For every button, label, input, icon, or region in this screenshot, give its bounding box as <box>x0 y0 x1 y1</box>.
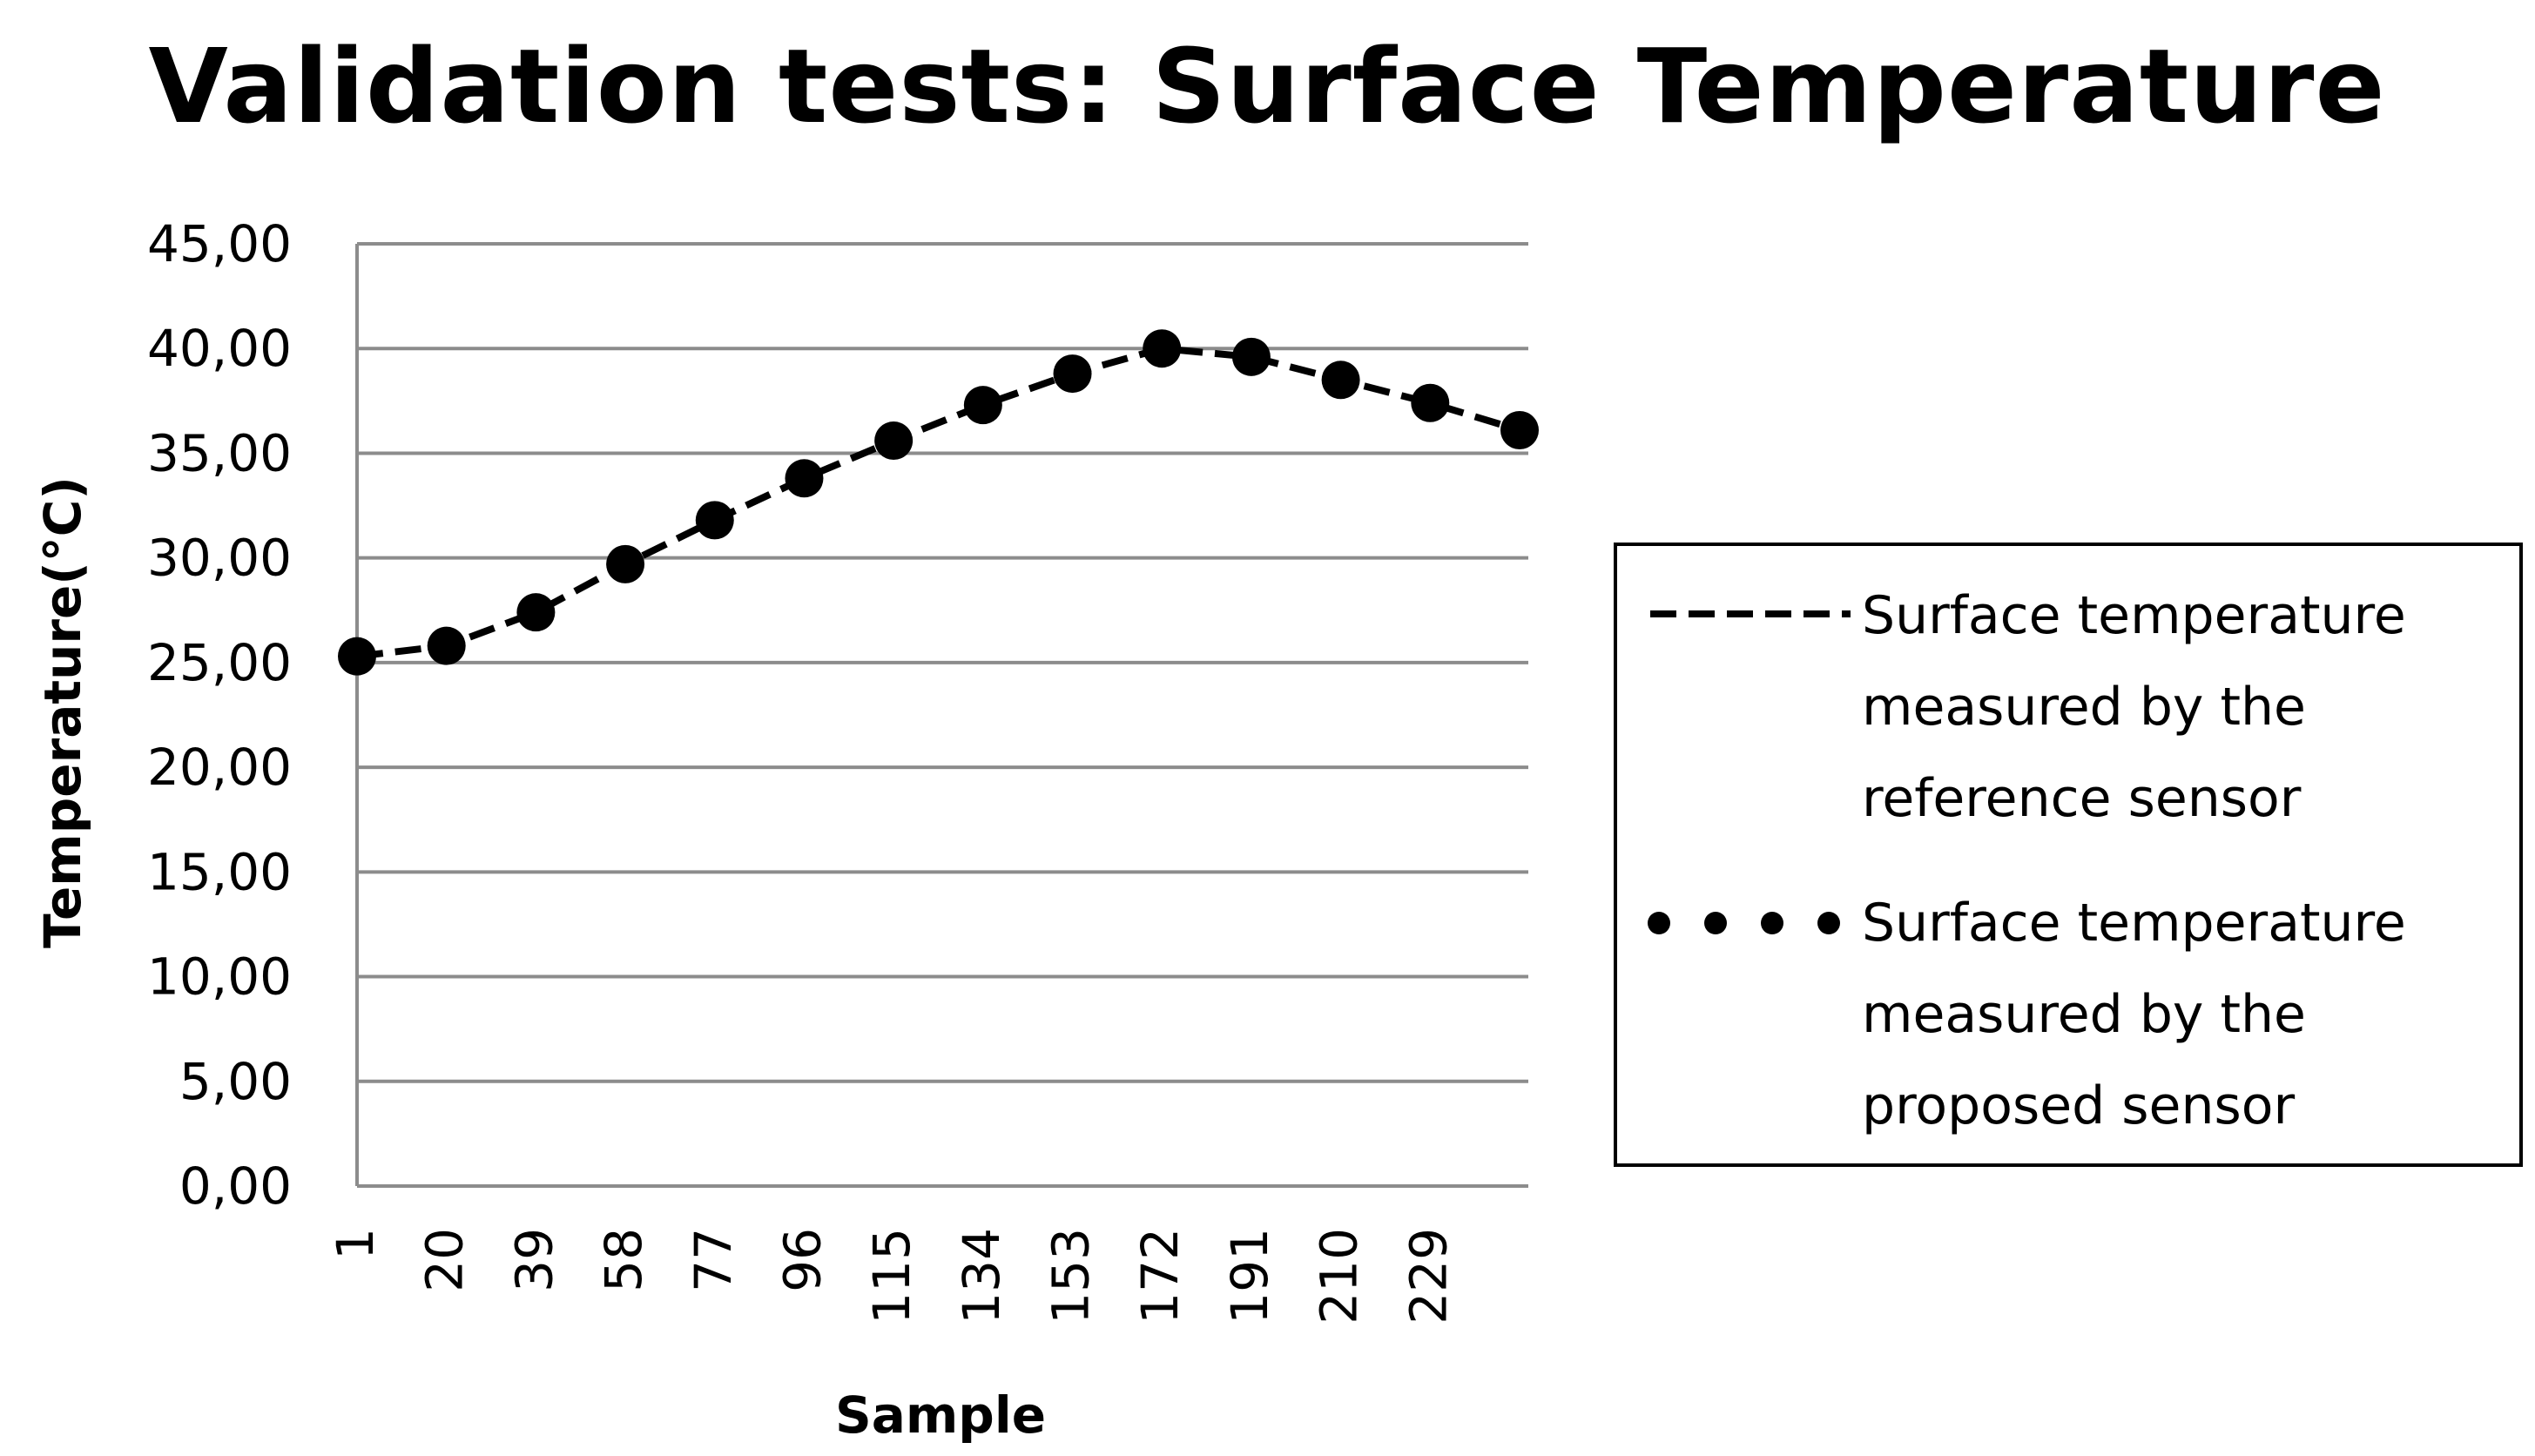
y-tick-label: 10,00 <box>147 947 292 1007</box>
x-tick-label: 20 <box>415 1228 475 1292</box>
x-tick-label: 58 <box>594 1228 653 1292</box>
data-point <box>785 459 824 498</box>
x-tick-label: 77 <box>684 1228 743 1292</box>
legend-label-reference-line-3: reference sensor <box>1862 768 2302 829</box>
legend-dot <box>1704 912 1727 934</box>
gridlines <box>357 242 1528 1083</box>
legend-label-reference-line-2: measured by the <box>1862 677 2306 738</box>
data-point <box>1143 329 1182 368</box>
x-tick-label: 115 <box>862 1228 921 1325</box>
y-tick-label: 40,00 <box>147 319 292 378</box>
x-tick-label: 172 <box>1130 1228 1190 1325</box>
y-tick-labels: 0,00 5,00 10,00 15,00 20,00 25,00 30,00 35,00 40… <box>147 214 292 1216</box>
x-tick-label: 153 <box>1042 1228 1101 1325</box>
data-point <box>1053 354 1092 394</box>
y-tick-label: 0,00 <box>179 1156 292 1216</box>
x-tick-label: 1 <box>326 1228 385 1260</box>
y-axis-title: Temperature(°C) <box>33 476 92 948</box>
data-point <box>1500 410 1539 449</box>
x-tick-label: 96 <box>772 1228 832 1292</box>
y-tick-label: 25,00 <box>147 633 292 692</box>
data-point <box>338 637 376 676</box>
data-point <box>516 593 556 632</box>
data-point <box>427 626 466 665</box>
data-point <box>874 421 914 461</box>
data-point <box>695 501 734 540</box>
data-point <box>606 544 645 583</box>
x-tick-label: 134 <box>952 1228 1011 1325</box>
y-tick-label: 45,00 <box>147 214 292 273</box>
legend: Surface temperature measured by the refe… <box>1614 543 2523 1167</box>
y-tick-label: 20,00 <box>147 738 292 797</box>
legend-dot <box>1817 912 1840 934</box>
data-point <box>1411 383 1450 422</box>
data-point <box>1321 361 1360 400</box>
y-tick-label: 30,00 <box>147 529 292 588</box>
x-tick-label: 39 <box>504 1228 563 1292</box>
legend-label-proposed-line-3: proposed sensor <box>1862 1075 2295 1136</box>
x-tick-label: 191 <box>1220 1228 1279 1325</box>
legend-label-proposed-line-2: measured by the <box>1862 984 2306 1045</box>
legend-label-reference-line-1: Surface temperature <box>1862 585 2406 646</box>
legend-dot <box>1761 912 1783 934</box>
series-proposed-sensor <box>338 329 1539 676</box>
legend-label-proposed-line-1: Surface temperature <box>1862 893 2406 954</box>
x-tick-label: 229 <box>1399 1228 1458 1325</box>
y-tick-label: 35,00 <box>147 423 292 482</box>
x-tick-labels: 1 20 39 58 77 96 115 134 153 172 191 210 229 <box>326 1228 1458 1325</box>
legend-dot <box>1648 912 1670 934</box>
legend-box <box>1614 543 2523 1167</box>
data-point <box>1231 337 1271 376</box>
chart-title: Validation tests: Surface Temperature <box>148 26 2385 146</box>
data-point <box>963 386 1002 425</box>
x-axis-title: Sample <box>835 1385 1046 1445</box>
axes <box>355 244 1528 1188</box>
legend-swatch-proposed <box>1648 912 1840 934</box>
x-tick-label: 210 <box>1310 1228 1369 1325</box>
y-tick-label: 5,00 <box>179 1052 292 1111</box>
y-tick-label: 15,00 <box>147 842 292 901</box>
